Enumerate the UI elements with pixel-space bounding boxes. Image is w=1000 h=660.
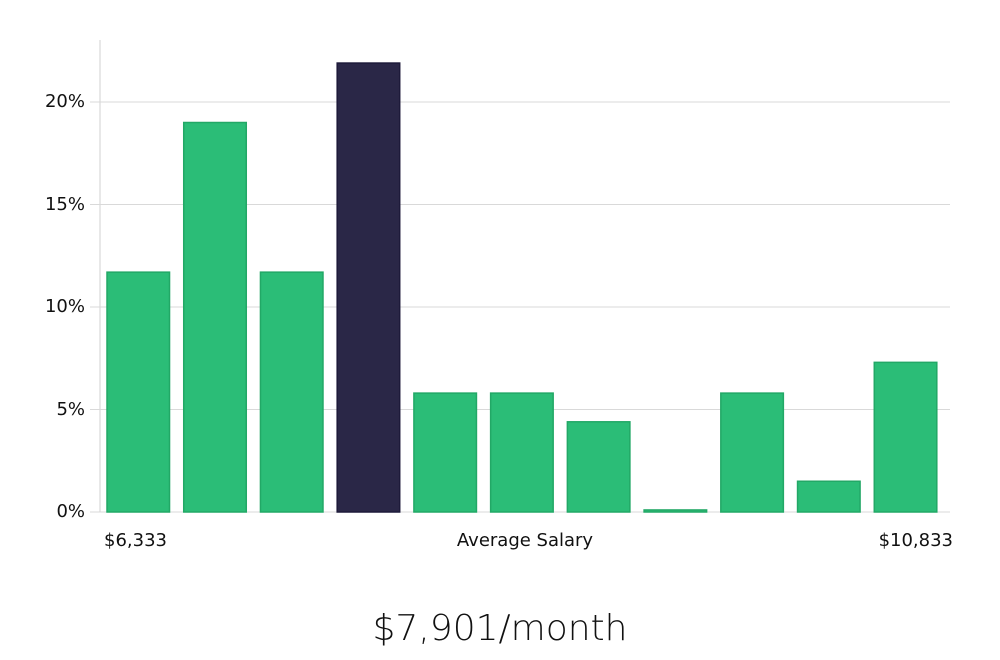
salary-histogram	[90, 40, 950, 513]
y-tick-label: 5%	[56, 398, 85, 420]
histogram-plot	[90, 40, 950, 513]
y-tick-label: 0%	[56, 501, 85, 522]
histogram-bar	[720, 392, 785, 513]
histogram-bar	[259, 271, 324, 513]
histogram-bar	[873, 361, 938, 513]
x-axis-max-label: $10,833	[878, 530, 953, 551]
y-tick-label: 10%	[44, 296, 85, 317]
histogram-bar	[489, 392, 554, 513]
histogram-bar	[413, 392, 478, 513]
y-tick-label: 15%	[44, 193, 85, 215]
x-axis-min-label: $6,333	[104, 530, 167, 551]
histogram-bar	[566, 421, 631, 513]
histogram-bar	[182, 121, 248, 513]
histogram-bar-highlighted	[336, 62, 401, 513]
average-salary-headline: $7,901/month	[372, 608, 628, 649]
histogram-bar	[643, 509, 708, 513]
histogram-bar	[796, 480, 861, 513]
x-axis-title: Average Salary	[456, 530, 594, 551]
y-tick-label: 20%	[44, 91, 85, 112]
histogram-bar	[106, 271, 171, 513]
